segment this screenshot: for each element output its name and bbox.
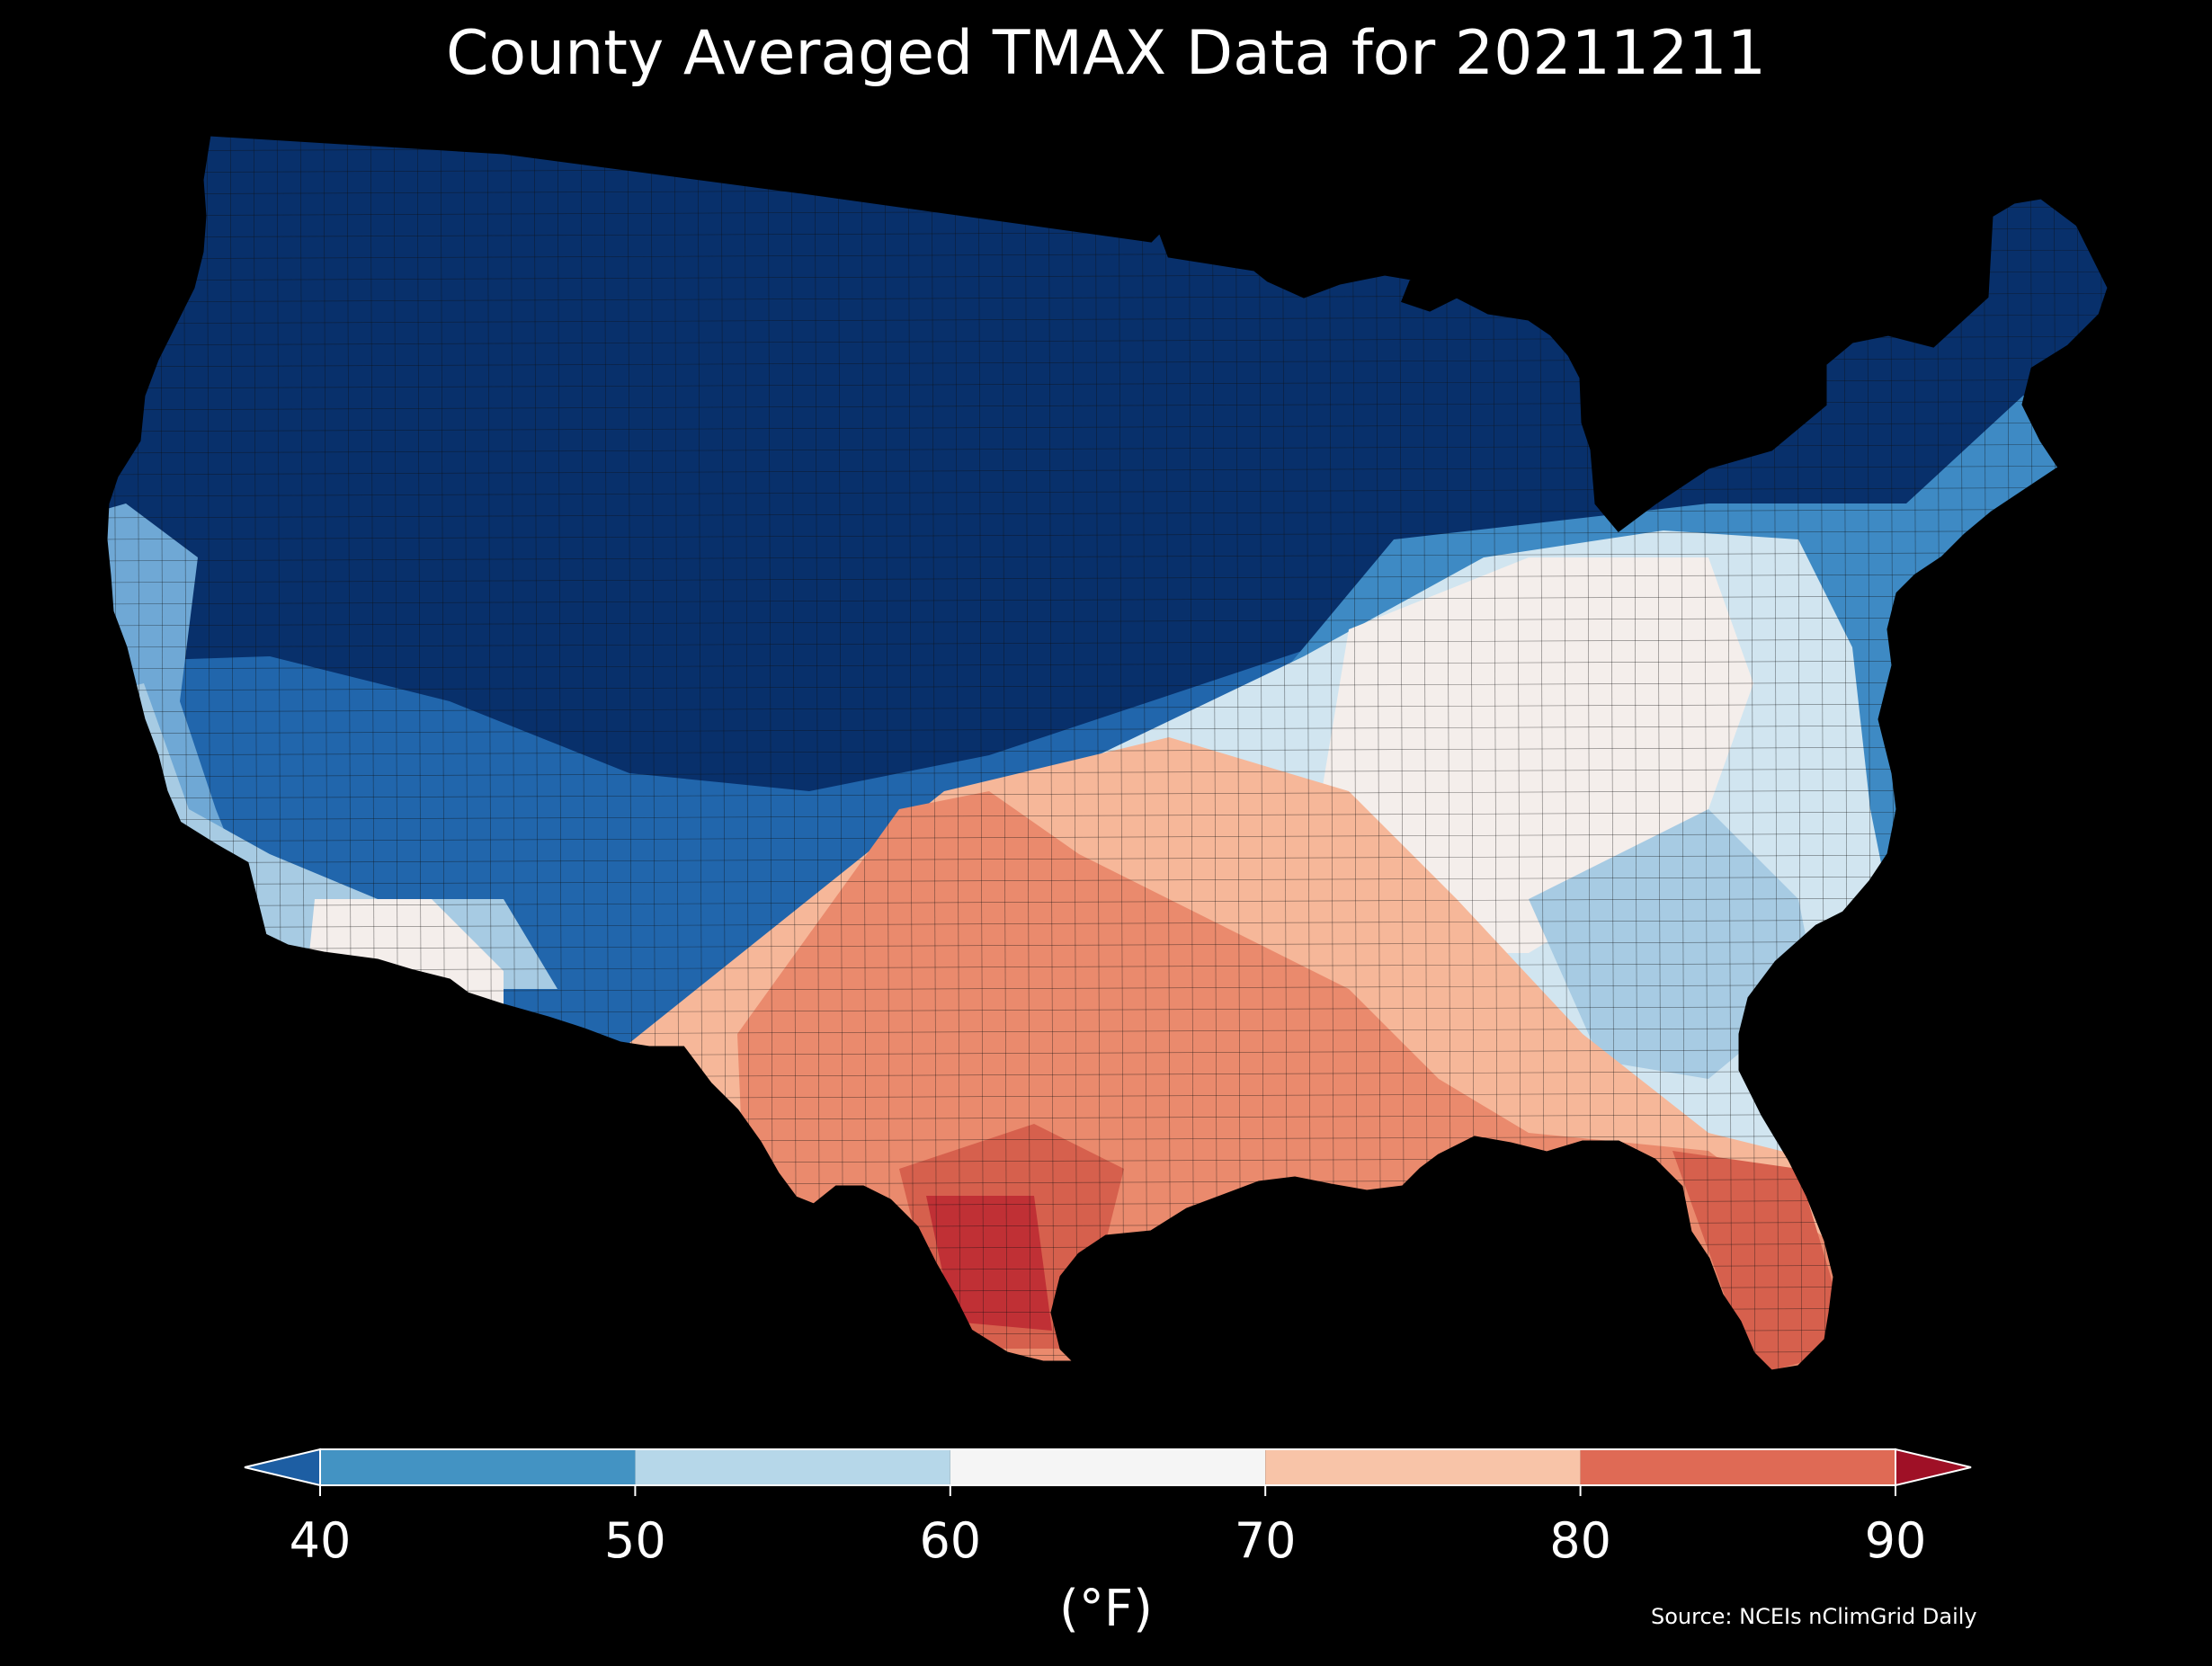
county-line bbox=[106, 896, 2109, 907]
county-line bbox=[136, 135, 143, 1371]
source-note: Source: NCEIs nClimGrid Daily bbox=[1651, 1604, 1977, 1629]
colorbar-tick-label: 90 bbox=[1865, 1512, 1927, 1569]
colorbar-tick-label: 80 bbox=[1549, 1512, 1611, 1569]
county-line bbox=[931, 135, 938, 1371]
county-line bbox=[954, 135, 961, 1371]
county-line bbox=[106, 659, 2109, 670]
county-line bbox=[1235, 135, 1242, 1371]
map-title: County Averaged TMAX Data for 20211211 bbox=[446, 18, 1766, 89]
county-line bbox=[1375, 135, 1382, 1371]
county-line bbox=[1889, 135, 1896, 1371]
county-line bbox=[106, 1242, 2109, 1252]
county-line bbox=[106, 551, 2109, 562]
county-line bbox=[1001, 135, 1008, 1371]
county-line bbox=[106, 1285, 2109, 1296]
county-line bbox=[106, 422, 2109, 432]
county-line bbox=[106, 508, 2109, 519]
colorbar-over-arrow bbox=[1895, 1448, 1972, 1487]
colorbar-under-arrow bbox=[244, 1448, 321, 1487]
county-line bbox=[106, 573, 2109, 584]
colorbar-bin-80-90 bbox=[1580, 1449, 1895, 1485]
colorbar: 40 50 60 70 80 90 (°F) bbox=[244, 1448, 1972, 1638]
county-line bbox=[1164, 135, 1172, 1371]
county-line bbox=[837, 135, 844, 1371]
county-line bbox=[2124, 90, 2129, 1403]
colorbar-tick-label: 60 bbox=[919, 1512, 981, 1569]
colorbar-frame bbox=[319, 1448, 1896, 1486]
county-line bbox=[106, 745, 2109, 756]
county-line bbox=[1913, 135, 1920, 1371]
county-line bbox=[106, 875, 2109, 886]
county-line bbox=[106, 616, 2109, 627]
county-line bbox=[884, 135, 891, 1371]
county-line bbox=[907, 135, 914, 1371]
colorbar-tick-label: 70 bbox=[1235, 1512, 1297, 1569]
county-line bbox=[106, 918, 2109, 929]
county-line bbox=[2147, 90, 2153, 1403]
county-line bbox=[106, 767, 2109, 778]
county-line bbox=[90, 120, 2158, 129]
county-line bbox=[106, 702, 2109, 713]
county-line bbox=[1328, 135, 1335, 1371]
county-line bbox=[1398, 135, 1405, 1371]
county-line bbox=[106, 810, 2109, 821]
county-line bbox=[1188, 135, 1195, 1371]
county-line bbox=[106, 724, 2109, 735]
county-line bbox=[106, 1306, 2109, 1317]
county-line bbox=[1071, 135, 1078, 1371]
county-line bbox=[106, 681, 2109, 691]
county-line bbox=[90, 90, 95, 1403]
county-line bbox=[1351, 135, 1359, 1371]
county-line bbox=[106, 1328, 2109, 1339]
county-line bbox=[90, 1394, 2158, 1403]
county-line bbox=[1118, 135, 1125, 1371]
colorbar-bin-40-50 bbox=[320, 1449, 636, 1485]
county-line bbox=[90, 99, 2158, 108]
county-line bbox=[1024, 135, 1031, 1371]
county-line bbox=[106, 788, 2109, 799]
county-line bbox=[106, 486, 2109, 497]
colorbar-unit-label: (°F) bbox=[1059, 1580, 1153, 1638]
county-line bbox=[106, 637, 2109, 648]
field-layer-rio-grande bbox=[926, 1196, 1052, 1331]
county-line bbox=[106, 530, 2109, 540]
county-line bbox=[1211, 135, 1218, 1371]
county-line bbox=[106, 1263, 2109, 1274]
colorbar-bin-50-60 bbox=[635, 1449, 950, 1485]
colorbar-tick-label: 50 bbox=[604, 1512, 666, 1569]
colorbar-bin-70-80 bbox=[1265, 1449, 1581, 1485]
county-line bbox=[1936, 135, 1943, 1371]
county-line bbox=[1048, 135, 1055, 1371]
county-line bbox=[1141, 135, 1148, 1371]
county-line bbox=[106, 1350, 2109, 1360]
county-line bbox=[106, 832, 2109, 842]
colorbar-bin-60-70 bbox=[950, 1449, 1266, 1485]
county-line bbox=[106, 465, 2109, 476]
county-line bbox=[106, 853, 2109, 864]
county-line bbox=[106, 443, 2109, 454]
field-layer-florida bbox=[1672, 1151, 1852, 1371]
county-line bbox=[977, 135, 985, 1371]
colorbar-tick-label: 40 bbox=[290, 1512, 352, 1569]
county-line bbox=[861, 135, 868, 1371]
county-line bbox=[1094, 135, 1102, 1371]
county-line bbox=[1959, 135, 1967, 1371]
county-line bbox=[112, 135, 120, 1371]
county-line bbox=[106, 594, 2109, 605]
county-line bbox=[90, 1372, 2158, 1381]
